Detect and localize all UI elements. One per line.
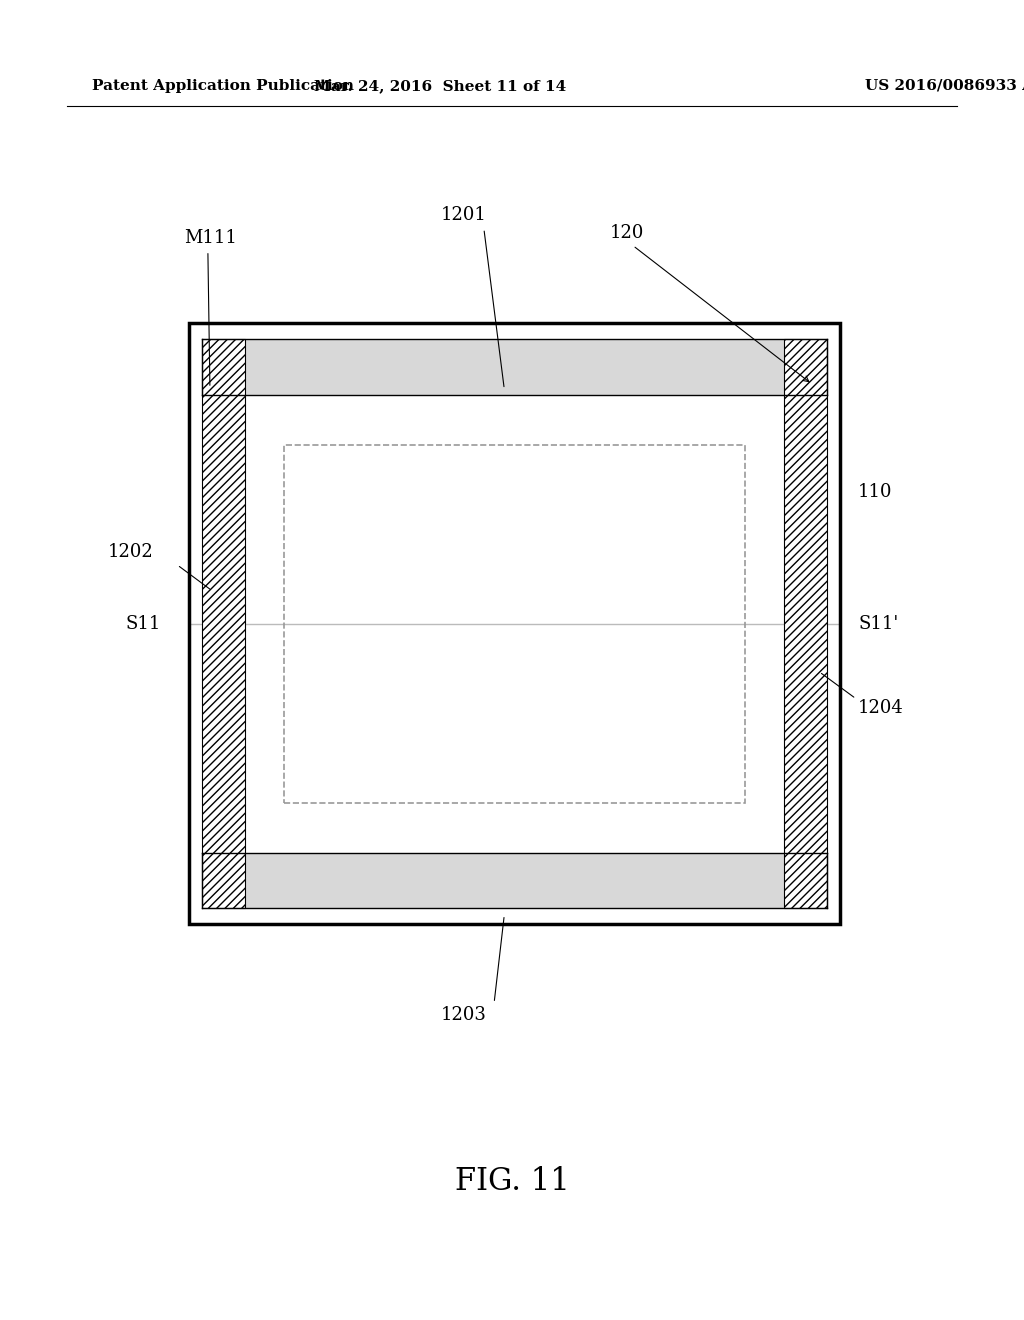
Text: 1204: 1204	[858, 698, 904, 717]
Text: 1202: 1202	[108, 543, 154, 561]
Text: M111: M111	[184, 228, 238, 247]
Bar	[202, 339, 245, 908]
Bar	[202, 853, 827, 908]
Text: Patent Application Publication: Patent Application Publication	[92, 79, 354, 92]
Text: Mar. 24, 2016  Sheet 11 of 14: Mar. 24, 2016 Sheet 11 of 14	[314, 79, 566, 92]
Bar	[202, 339, 827, 395]
Text: 1201: 1201	[440, 206, 486, 224]
Text: US 2016/0086933 A1: US 2016/0086933 A1	[865, 79, 1024, 92]
Text: 120: 120	[609, 223, 644, 242]
Bar	[784, 339, 827, 908]
Text: 1203: 1203	[440, 1006, 486, 1024]
Text: S11: S11	[125, 615, 161, 632]
Bar	[284, 445, 745, 803]
Text: FIG. 11: FIG. 11	[455, 1166, 569, 1197]
Bar	[189, 323, 840, 924]
Text: 110: 110	[858, 483, 893, 500]
Text: S11': S11'	[858, 615, 898, 632]
